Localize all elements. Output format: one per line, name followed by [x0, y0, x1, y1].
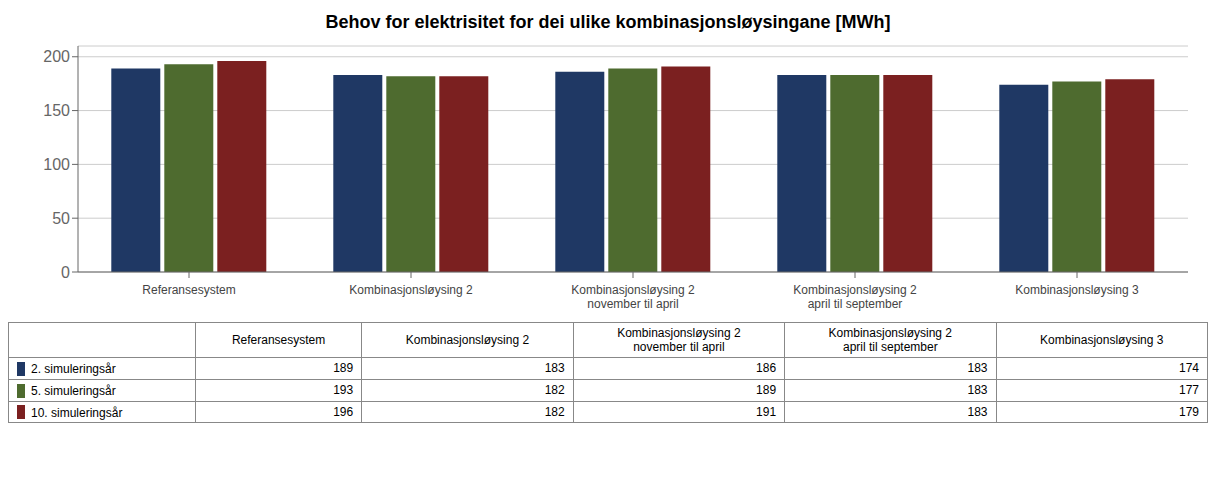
html-text:183: 183 [967, 383, 988, 398]
html-text:183: 183 [967, 361, 988, 376]
svg-text:100: 100 [43, 156, 70, 173]
html-text:182: 182 [544, 405, 565, 420]
html-text:183: 183 [544, 361, 565, 376]
svg-text:50: 50 [52, 210, 70, 227]
html-text:189: 189 [756, 383, 777, 398]
html-text:Referansesystem: Referansesystem [231, 333, 326, 347]
svg-text:200: 200 [43, 48, 70, 65]
html-text:177: 177 [1179, 383, 1199, 398]
html-text:183: 183 [967, 405, 988, 420]
html-text:Behov for elektrisitet for dei: Behov for elektrisitet for dei ulike kom… [325, 12, 891, 32]
html-text:189: 189 [333, 361, 354, 376]
html-text:Kombinasjonsløysing 3: Kombinasjonsløysing 3 [1040, 333, 1164, 347]
html-text:Kombinasjonsløysing 2 april ti: Kombinasjonsløysing 2 april til septembe… [828, 326, 952, 354]
html-text:Kombinasjonsløysing 2: Kombinasjonsløysing 2 [405, 333, 530, 347]
svg-text:Kombinasjonsløysing 2april til: Kombinasjonsløysing 2april til september [793, 283, 917, 311]
html-text:174: 174 [1179, 361, 1199, 376]
html-text:191: 191 [756, 405, 777, 420]
svg-text:Kombinasjonsløysing 2november: Kombinasjonsløysing 2november til april [571, 283, 695, 311]
svg-text:Kombinasjonsløysing 2: Kombinasjonsløysing 2 [349, 283, 473, 297]
html-text:182: 182 [544, 383, 565, 398]
html-text:10. simuleringsår: 10. simuleringsår [31, 405, 123, 420]
html-text:179: 179 [1179, 405, 1199, 420]
html-text:186: 186 [756, 361, 777, 376]
html-text:2. simuleringsår: 2. simuleringsår [31, 361, 116, 376]
html-text:193: 193 [333, 383, 354, 398]
svg-text:150: 150 [43, 102, 70, 119]
html-text:196: 196 [333, 405, 354, 420]
svg-text:Kombinasjonsløysing 3: Kombinasjonsløysing 3 [1015, 283, 1139, 297]
html-text:Kombinasjonsløysing 2 november: Kombinasjonsløysing 2 november til april [617, 326, 741, 354]
svg-text:0: 0 [61, 264, 70, 281]
svg-text:Referansesystem: Referansesystem [142, 283, 235, 297]
html-text:5. simuleringsår: 5. simuleringsår [31, 383, 116, 398]
